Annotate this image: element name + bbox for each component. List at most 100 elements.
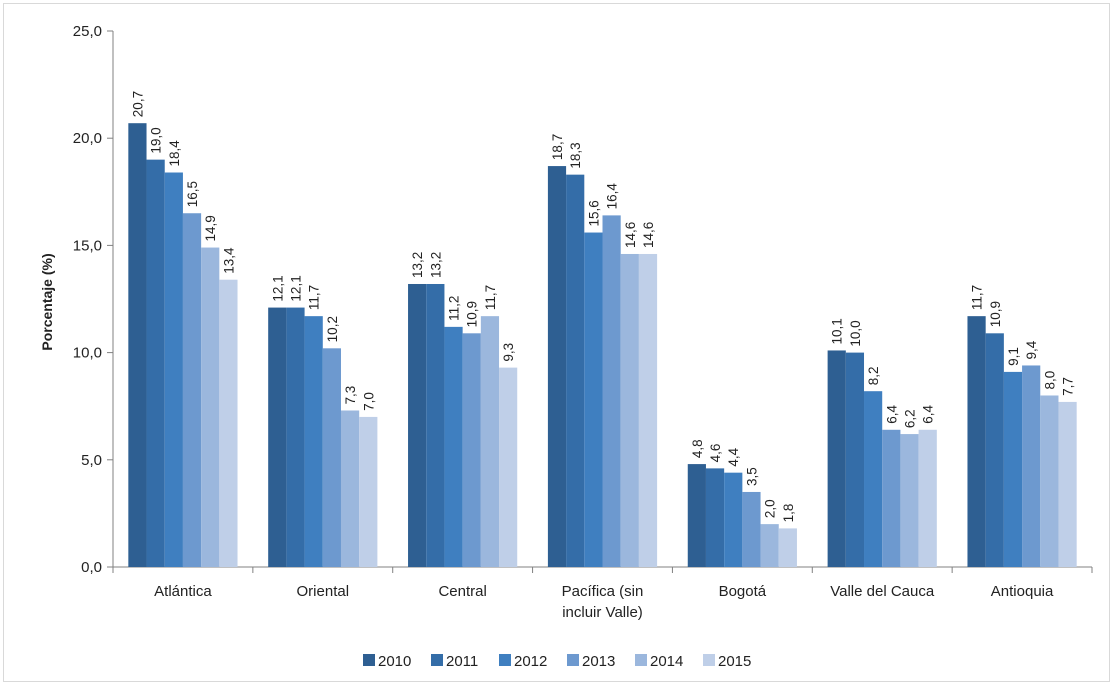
data-label: 7,7 [1061,377,1076,396]
bar [602,215,621,567]
bar [182,213,202,568]
data-label: 10,2 [325,316,340,342]
data-label: 6,4 [921,405,936,424]
category-label: Pacífica (sin [562,583,644,600]
bar [845,352,865,567]
data-label: 2,0 [763,499,778,518]
data-label: 11,7 [307,285,322,310]
legend-swatch [567,654,579,666]
y-tick-label: 25,0 [73,23,102,40]
bar [985,333,1004,567]
data-label: 3,5 [744,467,759,486]
bar [304,316,323,567]
data-label: 9,4 [1024,340,1039,359]
bar [967,316,986,567]
bar [1058,401,1077,567]
bar [827,350,846,567]
data-label: 7,0 [361,392,376,411]
bar [566,174,585,567]
bars [128,123,1077,568]
legend-swatch [635,654,647,666]
bar [724,472,743,567]
y-axis: 0,0 5,0 10,0 15,0 20,0 25,0 [73,23,114,576]
legend-swatch [703,654,715,666]
y-tick-label: 20,0 [73,130,102,147]
bar [760,524,779,567]
chart-frame [3,3,1110,682]
bar [705,468,725,567]
category-label: Bogotá [719,583,767,600]
category-label: incluir Valle) [562,604,643,621]
bar [778,528,797,567]
data-label: 6,4 [884,405,899,424]
y-tick-label: 5,0 [81,452,102,469]
legend-label: 2013 [582,653,615,670]
bar [687,464,706,567]
bar [547,166,567,567]
data-label: 1,8 [781,504,796,523]
data-label: 14,6 [623,222,638,248]
data-label: 12,1 [288,275,303,301]
category-label: Atlántica [154,583,212,600]
bar [1003,371,1023,567]
data-label: 4,8 [690,439,705,458]
bar [268,307,287,567]
legend-swatch [363,654,375,666]
data-label: 10,9 [988,301,1003,327]
bar [219,279,238,567]
data-label: 6,2 [903,409,918,428]
bar [426,283,445,567]
bar [620,253,639,567]
bar [1040,395,1059,567]
bar [340,410,360,567]
data-label: 8,2 [866,366,881,385]
legend-label: 2012 [514,653,547,670]
data-label: 9,1 [1006,347,1021,366]
category-label: Antioquia [991,583,1054,600]
bar [286,307,305,567]
bar [918,429,937,567]
x-axis: Atlántica Oriental Central Pacífica (sin inc… [112,566,1093,621]
bar [164,172,183,567]
data-label: 16,4 [605,183,620,210]
bar [864,391,883,567]
data-label: 18,7 [550,134,565,160]
bar [444,326,463,567]
bar [882,429,901,567]
legend-label: 2015 [718,653,751,670]
data-label: 14,6 [641,222,656,248]
y-tick-label: 10,0 [73,345,102,362]
data-label: 11,7 [483,285,498,310]
bar [638,253,658,567]
bar [146,159,165,567]
bar [322,348,341,567]
legend-swatch [431,654,443,666]
data-label: 10,9 [465,301,480,327]
y-tick-label: 15,0 [73,237,102,254]
y-axis-title: Porcentaje (%) [39,253,55,350]
bar [462,333,481,567]
legend-label: 2011 [446,653,478,670]
data-label: 10,0 [848,320,863,346]
bar [201,247,220,567]
data-label: 14,9 [203,215,218,241]
data-label: 9,3 [501,343,516,362]
data-label: 13,4 [221,247,236,274]
y-tick-label: 0,0 [81,559,102,576]
legend-swatch [499,654,511,666]
legend-label: 2010 [378,653,411,670]
category-label: Oriental [297,583,350,600]
data-label: 12,1 [270,275,285,301]
bar [900,434,919,567]
bar [480,316,500,567]
bar [499,367,518,567]
data-label: 11,2 [447,296,462,321]
data-label: 10,1 [830,318,845,344]
legend: 2010 2011 2012 2013 2014 2015 [363,653,751,670]
data-label: 20,7 [130,91,145,117]
bar [584,232,603,567]
bar [1022,365,1041,567]
category-label: Central [438,583,486,600]
data-label: 11,7 [970,285,985,310]
